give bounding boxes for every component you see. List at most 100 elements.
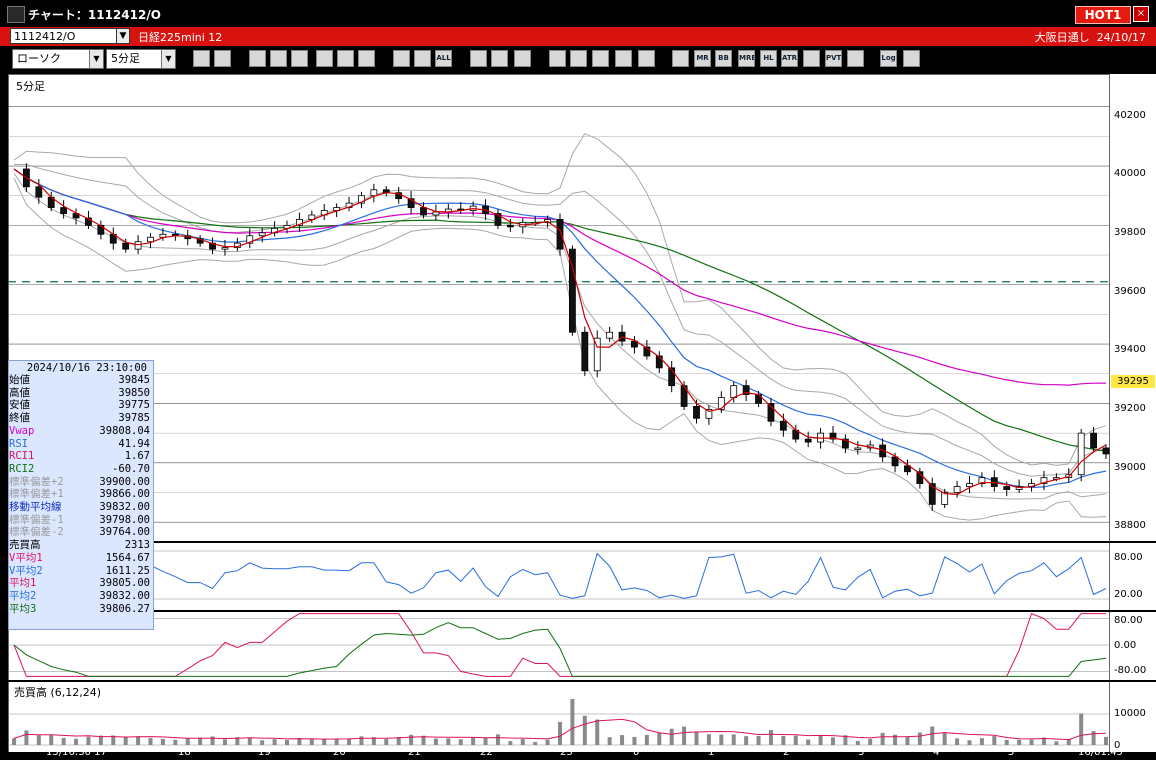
date-label: 24/10/17 (1096, 31, 1146, 44)
volume-bar (421, 735, 426, 745)
blank-icon[interactable] (638, 50, 655, 67)
info-value: 1.67 (124, 450, 150, 463)
palette-icon[interactable] (514, 50, 531, 67)
bollinger-band-line (14, 164, 1107, 477)
export-icon[interactable] (903, 50, 920, 67)
candle-body (420, 207, 427, 216)
candle-body (85, 217, 92, 226)
close-icon[interactable]: × (1133, 6, 1149, 22)
info-row: 標準偏差-1 39798.00 (9, 514, 153, 526)
volume-bar (731, 734, 736, 745)
vol-tick: 10000 (1114, 708, 1146, 719)
info-row: RCI1 1.67 (9, 450, 153, 462)
pointer-icon[interactable] (291, 50, 308, 67)
pencil-icon[interactable] (249, 50, 266, 67)
zoom-icon[interactable] (193, 50, 210, 67)
chart-svg[interactable] (8, 74, 1110, 754)
pvt-icon[interactable]: PVT (825, 50, 842, 67)
mre-icon[interactable]: MRE (738, 50, 755, 67)
info-value: 39775 (118, 399, 150, 412)
volume-bar (12, 738, 16, 745)
pane-divider[interactable] (8, 680, 1156, 682)
candle-body (1003, 486, 1011, 490)
info-value: 39832.00 (99, 501, 150, 513)
candle-body (693, 406, 700, 419)
info-value: 39900.00 (99, 475, 150, 488)
cursor-line-icon[interactable] (214, 50, 231, 67)
info-key: 平均2 (9, 589, 37, 602)
volume-bar (173, 739, 178, 745)
volume-bar (136, 736, 141, 745)
interval-value: 5分足 (111, 52, 140, 65)
info-key: 始値 (9, 374, 30, 386)
date-axis: 15/16:30 17 18 19 20 21 22 23 0 1 2 3 4 5 16/01:45 (8, 752, 1156, 760)
volume-bar (1091, 731, 1096, 745)
info-value: 39845 (118, 374, 150, 386)
candle-body (668, 367, 676, 387)
candle-body (779, 420, 787, 431)
volume-bar (36, 735, 41, 745)
chevron-down-icon[interactable]: ▼ (161, 50, 175, 68)
ma-icon[interactable] (672, 50, 689, 67)
ma-fast-line (13, 168, 1107, 496)
tool-icon[interactable] (491, 50, 508, 67)
candle-body (407, 198, 415, 208)
volume-bar (905, 736, 910, 745)
info-row: 高値 39850 (9, 387, 153, 399)
info-key: 平均3 (9, 602, 37, 615)
bb-icon[interactable]: BB (715, 50, 732, 67)
symbol-input[interactable]: 1112412/O (10, 28, 128, 44)
volume-bar (520, 739, 525, 745)
rci-tick: -80.00 (1114, 665, 1147, 676)
volume-bar (446, 738, 451, 745)
date-tick: 15/16:30 17 (46, 752, 107, 758)
settings-icon[interactable] (470, 50, 487, 67)
atr-icon[interactable]: ATR (781, 50, 798, 67)
date-tick: 21 (408, 752, 421, 758)
search-chart-icon[interactable] (570, 50, 587, 67)
info-row: V平均2 1611.25 (9, 565, 153, 577)
all-icon[interactable]: ALL (435, 50, 452, 67)
volume-pane-label: 売買高 (6,12,24) (14, 686, 102, 699)
info-value: 39808.04 (99, 424, 150, 437)
date-tick: 3 (858, 752, 865, 758)
volume-ma-line (13, 718, 1107, 741)
trash-icon[interactable] (358, 50, 375, 67)
volume-bar (855, 741, 860, 745)
box-icon[interactable] (847, 50, 864, 67)
grid-icon[interactable] (592, 50, 609, 67)
frame-label: 5分足 (16, 80, 45, 93)
chart-frame[interactable] (8, 74, 1110, 754)
volume-bar (508, 741, 513, 745)
log-icon[interactable]: Log (880, 50, 897, 67)
volume-bar (98, 735, 103, 745)
chart-type-select[interactable]: ローソク ▼ (12, 49, 104, 69)
undo-icon[interactable] (316, 50, 333, 67)
volume-bar (74, 738, 79, 745)
hl-icon[interactable]: HL (760, 50, 777, 67)
info-value: 41.94 (118, 437, 150, 450)
pane-divider[interactable] (8, 610, 1156, 612)
candle-icon[interactable] (393, 50, 410, 67)
price-tick: 40200 (1114, 110, 1146, 121)
pane-divider[interactable] (8, 541, 1156, 543)
bar-icon[interactable] (414, 50, 431, 67)
candle-body (655, 355, 663, 369)
rsi-icon[interactable] (803, 50, 820, 67)
clipboard-icon[interactable] (337, 50, 354, 67)
info-row: 標準偏差+2 39900.00 (9, 476, 153, 488)
filter-icon[interactable] (549, 50, 566, 67)
window-titlebar[interactable]: チャート：1112412/O HOT1 × (0, 0, 1156, 28)
mr-icon[interactable]: MR (694, 50, 711, 67)
candle-body (569, 248, 576, 333)
volume-bar (979, 738, 984, 745)
date-tick: 2 (783, 752, 790, 758)
draw-icon[interactable] (270, 50, 287, 67)
cross-icon[interactable] (615, 50, 632, 67)
volume-bar (160, 738, 165, 745)
interval-select[interactable]: 5分足 ▼ (106, 49, 176, 69)
chevron-down-icon[interactable]: ▼ (116, 28, 130, 44)
hot-button[interactable]: HOT1 (1075, 6, 1131, 24)
chevron-down-icon[interactable]: ▼ (89, 50, 103, 68)
info-key: 標準偏差+2 (9, 475, 64, 488)
